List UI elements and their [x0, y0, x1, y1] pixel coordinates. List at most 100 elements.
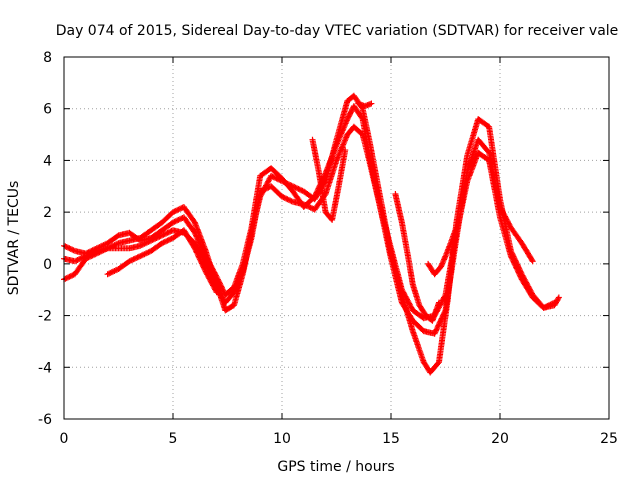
- y-tick-label: 4: [43, 153, 52, 169]
- ticks: 0 5 10 15 20 25 -6 -4 -2 0 2 4 6 8: [38, 50, 618, 447]
- data-point-markers: [427, 360, 441, 376]
- data-point-markers: [486, 157, 503, 219]
- data-point-markers: [442, 231, 460, 298]
- data-point-markers: [316, 170, 329, 214]
- series-arc-7: [309, 136, 349, 223]
- data-point-markers: [359, 131, 372, 162]
- data-point-markers: [438, 249, 451, 270]
- data-point-markers: [239, 236, 255, 275]
- data-point-marker: [368, 100, 375, 107]
- data-point-markers: [104, 266, 121, 278]
- chart-title: Day 074 of 2015, Sidereal Day-to-day VTE…: [56, 23, 619, 39]
- data-point-markers: [392, 191, 405, 224]
- data-point-markers: [71, 257, 88, 278]
- data-point-markers: [409, 317, 426, 334]
- data-point-markers: [518, 276, 535, 300]
- y-tick-label: 8: [43, 50, 52, 66]
- data-point-markers: [159, 220, 175, 234]
- data-layer: [61, 92, 562, 376]
- data-point-markers: [350, 123, 365, 137]
- data-point-markers: [518, 240, 535, 263]
- data-point-markers: [191, 229, 209, 258]
- x-tick-label: 15: [382, 431, 400, 447]
- data-point-markers: [398, 286, 416, 312]
- data-point-markers: [104, 233, 121, 247]
- data-point-marker: [529, 258, 536, 265]
- y-axis-label: SDTVAR / TECUs: [6, 181, 22, 296]
- data-point-markers: [268, 183, 284, 199]
- data-point-markers: [148, 220, 164, 234]
- data-point-markers: [333, 117, 350, 148]
- series-arc-4: [104, 227, 220, 296]
- data-point-markers: [213, 273, 228, 297]
- data-point-markers: [335, 148, 348, 190]
- y-tick-label: -4: [38, 360, 52, 376]
- series-arc-8: [355, 100, 375, 110]
- data-point-markers: [444, 226, 459, 254]
- data-point-markers: [350, 103, 365, 121]
- data-point-markers: [398, 219, 412, 261]
- data-point-markers: [115, 259, 132, 272]
- data-point-markers: [529, 294, 546, 310]
- data-point-markers: [202, 268, 219, 294]
- data-point-markers: [344, 104, 357, 123]
- series-arc-5: [392, 191, 442, 324]
- x-tick-label: 0: [60, 431, 69, 447]
- data-point-marker: [213, 289, 220, 296]
- data-point-markers: [180, 227, 197, 251]
- data-point-markers: [475, 149, 491, 163]
- data-point-markers: [231, 270, 246, 296]
- data-point-markers: [322, 158, 339, 197]
- data-point-markers: [248, 190, 263, 241]
- data-point-markers: [429, 301, 442, 324]
- data-point-marker: [435, 299, 442, 306]
- data-point-markers: [431, 308, 448, 337]
- data-point-markers: [222, 290, 237, 306]
- y-tick-label: 6: [43, 102, 52, 118]
- data-point-markers: [329, 184, 342, 223]
- x-tick-label: 10: [273, 431, 291, 447]
- data-point-markers: [377, 204, 394, 250]
- y-tick-label: 0: [43, 257, 52, 273]
- data-point-markers: [333, 133, 350, 164]
- data-point-markers: [289, 183, 306, 194]
- data-point-markers: [475, 116, 491, 129]
- x-tick-label: 25: [600, 431, 618, 447]
- data-point-marker: [555, 294, 562, 301]
- x-axis-label: GPS time / hours: [277, 459, 394, 475]
- data-point-markers: [222, 303, 236, 314]
- y-tick-label: -2: [38, 309, 52, 325]
- data-point-markers: [148, 241, 164, 254]
- data-point-markers: [507, 224, 524, 245]
- data-point-markers: [464, 138, 481, 174]
- data-point-markers: [191, 245, 209, 274]
- data-point-markers: [409, 281, 422, 307]
- data-point-markers: [180, 214, 197, 235]
- x-tick-label: 5: [169, 431, 178, 447]
- data-point-markers: [309, 136, 322, 175]
- data-point-markers: [416, 302, 429, 318]
- data-point-marker: [453, 224, 460, 231]
- data-point-markers: [366, 157, 383, 209]
- data-point-markers: [497, 214, 514, 258]
- data-point-markers: [322, 143, 339, 177]
- data-point-markers: [464, 117, 481, 159]
- plot-frame: [63, 56, 610, 420]
- data-point-markers: [82, 248, 99, 260]
- y-tick-label: -6: [38, 412, 52, 428]
- data-point-markers: [268, 165, 284, 181]
- y-tick-label: 2: [43, 205, 52, 221]
- data-point-markers: [475, 136, 492, 155]
- data-point-markers: [540, 300, 557, 311]
- data-point-markers: [137, 248, 153, 260]
- series-arc-6: [425, 224, 460, 278]
- x-tick-label: 20: [491, 431, 509, 447]
- data-point-markers: [148, 233, 164, 244]
- data-point-markers: [431, 264, 444, 278]
- data-point-markers: [398, 299, 415, 323]
- data-point-markers: [202, 253, 219, 279]
- data-point-markers: [279, 175, 295, 194]
- data-point-marker: [551, 299, 558, 306]
